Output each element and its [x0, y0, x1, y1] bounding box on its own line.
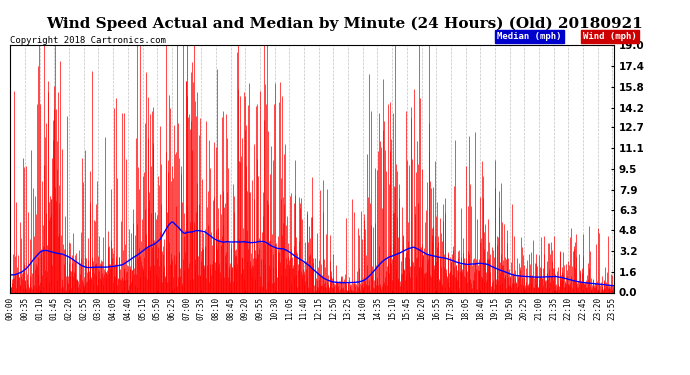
Text: Copyright 2018 Cartronics.com: Copyright 2018 Cartronics.com	[10, 36, 166, 45]
Text: Median (mph): Median (mph)	[497, 32, 561, 41]
Text: Wind (mph): Wind (mph)	[583, 32, 637, 41]
Text: Wind Speed Actual and Median by Minute (24 Hours) (Old) 20180921: Wind Speed Actual and Median by Minute (…	[47, 17, 643, 31]
